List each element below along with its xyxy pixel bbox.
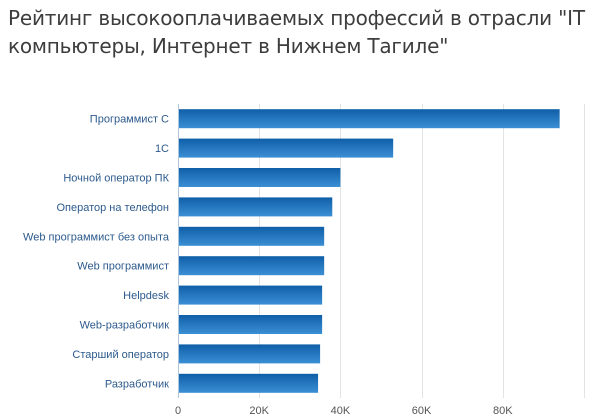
chart-title: Рейтинг высокооплачиваемых профессий в о… bbox=[8, 6, 585, 58]
bar[interactable] bbox=[179, 226, 325, 246]
bar[interactable] bbox=[179, 315, 323, 334]
bar[interactable] bbox=[179, 109, 560, 129]
bar[interactable] bbox=[179, 168, 341, 187]
bar[interactable] bbox=[179, 285, 323, 305]
x-tick-label: 20K bbox=[249, 405, 269, 417]
category-label: Web программист без опыта bbox=[23, 231, 170, 243]
bars bbox=[179, 109, 560, 393]
x-tick-label: 60K bbox=[412, 405, 432, 417]
x-tick-label: 80K bbox=[493, 405, 513, 417]
category-label: Web программист bbox=[77, 261, 169, 273]
x-tick-labels: 0 20K 40K 60K 80K bbox=[175, 405, 513, 417]
bar[interactable] bbox=[179, 256, 325, 276]
bar[interactable] bbox=[179, 344, 321, 364]
x-tick-label: 40K bbox=[331, 405, 351, 417]
category-label: Web-разработчик bbox=[80, 320, 170, 332]
x-tick-label: 0 bbox=[175, 405, 181, 417]
category-labels: Программист С 1С Ночной оператор ПК Операто… bbox=[23, 114, 170, 391]
category-label: Старший оператор bbox=[72, 349, 169, 361]
bar[interactable] bbox=[179, 373, 319, 393]
category-label: Оператор на телефон bbox=[56, 202, 169, 214]
category-label: 1С bbox=[155, 143, 169, 155]
bar[interactable] bbox=[179, 138, 394, 158]
category-label: Ночной оператор ПК bbox=[63, 173, 169, 185]
category-label: Разработчик bbox=[105, 378, 169, 390]
category-label: Программист С bbox=[90, 114, 169, 126]
bar[interactable] bbox=[179, 197, 333, 217]
category-label: Helpdesk bbox=[123, 290, 169, 302]
